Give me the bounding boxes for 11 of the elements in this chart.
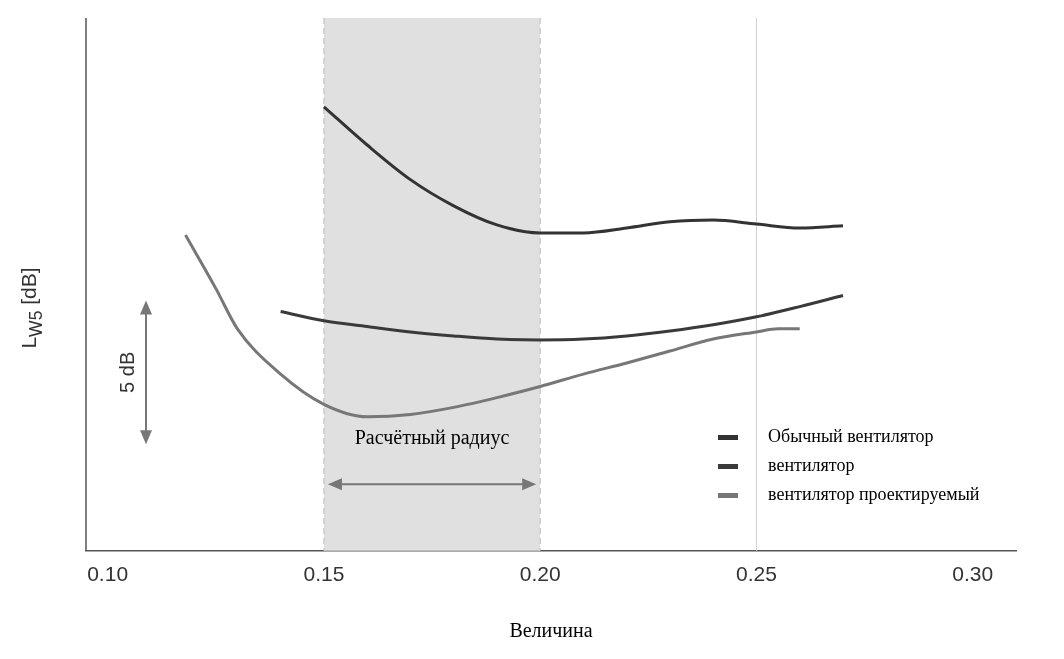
- x-tick-label: 0.25: [736, 562, 777, 586]
- x-axis-title: Величина: [509, 619, 593, 642]
- legend-label: Обычный вентилятор: [768, 426, 934, 447]
- x-tick-label: 0.30: [952, 562, 994, 586]
- legend-label: вентилятор: [768, 455, 855, 476]
- legend-label: вентилятор проектируемый: [768, 484, 980, 505]
- x-tick-label: 0.10: [87, 562, 129, 586]
- annotation: 5 dB: [116, 351, 138, 393]
- x-tick-label: 0.20: [519, 562, 561, 586]
- band-label: Расчётный радиус: [354, 426, 510, 450]
- x-tick-label: 0.15: [303, 562, 345, 586]
